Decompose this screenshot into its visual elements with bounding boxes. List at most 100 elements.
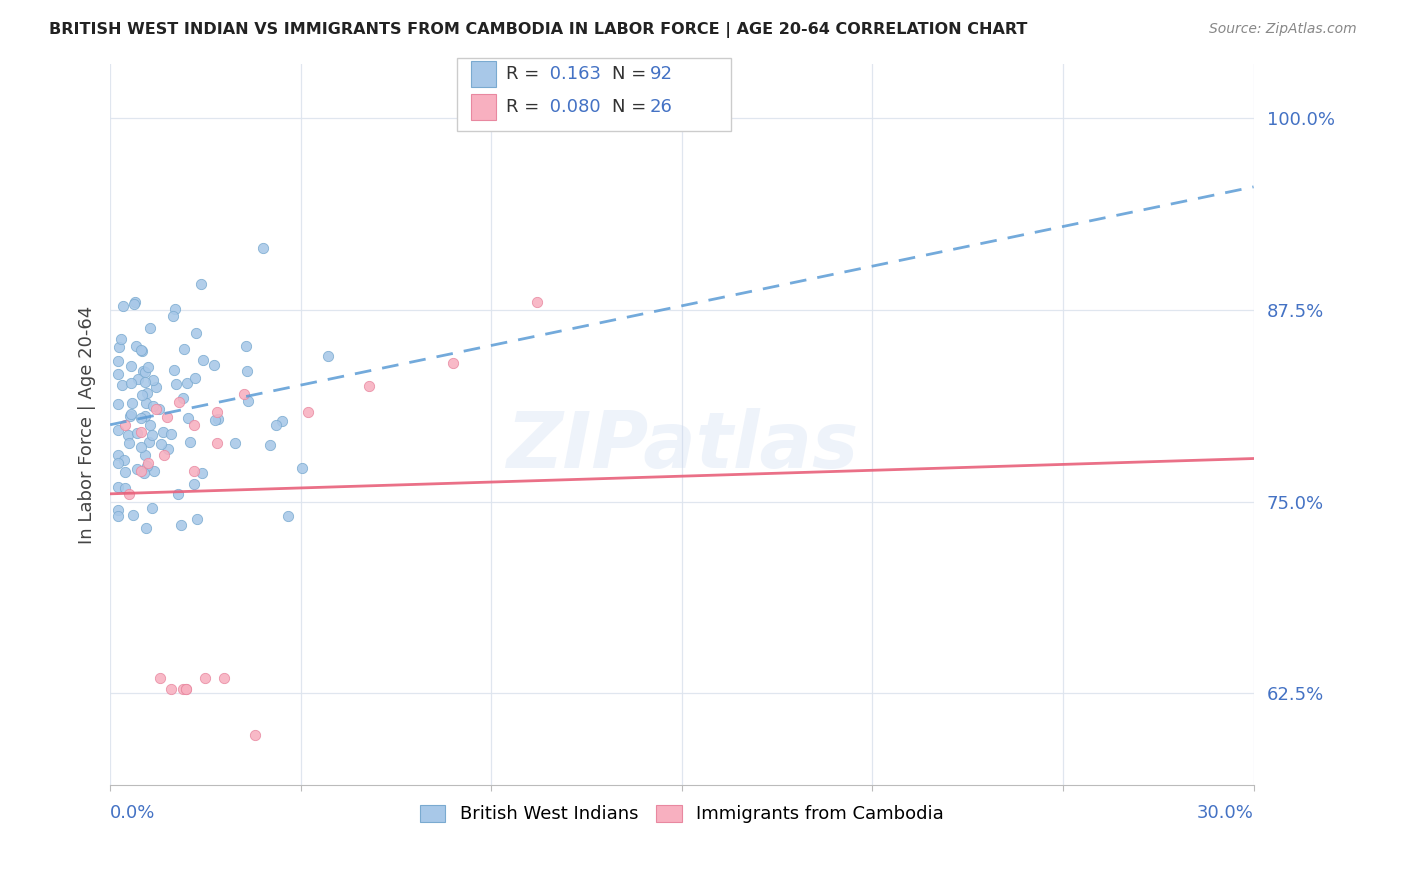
Point — [205, 405, 228, 419]
Point — [156, 442, 179, 456]
Point — [152, 425, 174, 439]
Point — [107, 397, 129, 411]
Point — [141, 373, 163, 387]
Point — [214, 671, 236, 685]
Point — [183, 477, 205, 491]
Y-axis label: In Labor Force | Age 20-64: In Labor Force | Age 20-64 — [79, 306, 96, 544]
Point — [160, 426, 183, 441]
Point — [129, 343, 152, 358]
Point — [110, 332, 132, 346]
Point — [121, 508, 143, 523]
Point — [107, 509, 129, 524]
Point — [138, 434, 160, 449]
Point — [136, 360, 159, 375]
Point — [163, 363, 186, 377]
Text: 92: 92 — [650, 65, 672, 83]
Point — [134, 448, 156, 462]
Point — [107, 367, 129, 381]
Point — [107, 423, 129, 437]
Text: 30.0%: 30.0% — [1197, 804, 1254, 822]
Point — [190, 277, 212, 291]
Point — [124, 294, 146, 309]
Point — [243, 728, 266, 742]
Point — [152, 449, 174, 463]
Point — [270, 414, 292, 428]
Point — [139, 321, 162, 335]
Point — [107, 456, 129, 470]
Point — [191, 466, 214, 480]
Point — [125, 425, 148, 440]
Point — [134, 365, 156, 379]
Point — [170, 518, 193, 533]
Point — [252, 241, 274, 255]
Point — [194, 671, 217, 685]
Text: R =: R = — [506, 98, 546, 116]
Point — [145, 380, 167, 394]
Text: 0.0%: 0.0% — [110, 804, 156, 822]
Point — [120, 359, 142, 374]
Point — [232, 387, 254, 401]
Point — [235, 339, 257, 353]
Point — [107, 448, 129, 462]
Point — [259, 438, 281, 452]
Point — [139, 417, 162, 432]
Point — [121, 396, 143, 410]
Point — [122, 297, 145, 311]
Point — [120, 376, 142, 390]
Point — [184, 371, 207, 385]
Text: BRITISH WEST INDIAN VS IMMIGRANTS FROM CAMBODIA IN LABOR FORCE | AGE 20-64 CORRE: BRITISH WEST INDIAN VS IMMIGRANTS FROM C… — [49, 22, 1028, 38]
Point — [136, 386, 159, 401]
Point — [129, 440, 152, 454]
Point — [114, 465, 136, 479]
Point — [186, 512, 208, 526]
Point — [162, 310, 184, 324]
Point — [117, 436, 139, 450]
Point — [149, 671, 172, 685]
Point — [526, 295, 548, 310]
Point — [204, 412, 226, 426]
Point — [107, 503, 129, 517]
Point — [277, 508, 299, 523]
Point — [129, 411, 152, 425]
Point — [318, 350, 340, 364]
Point — [129, 464, 152, 478]
Text: N =: N = — [612, 65, 651, 83]
Point — [107, 480, 129, 494]
Point — [118, 487, 141, 501]
Point — [125, 461, 148, 475]
Point — [112, 452, 135, 467]
Point — [291, 460, 314, 475]
Point — [236, 394, 259, 409]
Point — [143, 464, 166, 478]
Point — [176, 376, 198, 390]
Point — [134, 375, 156, 389]
Point — [150, 437, 173, 451]
Point — [148, 402, 170, 417]
Point — [135, 458, 157, 473]
Point — [160, 681, 183, 696]
Point — [176, 681, 198, 696]
Point — [186, 326, 208, 340]
Point — [114, 481, 136, 495]
Point — [441, 356, 464, 370]
Point — [135, 395, 157, 409]
Point — [110, 378, 132, 392]
Point — [176, 411, 198, 425]
Point — [127, 371, 149, 385]
Point — [183, 417, 205, 432]
Point — [172, 392, 194, 406]
Point — [107, 340, 129, 354]
Point — [114, 417, 136, 432]
Point — [156, 410, 179, 425]
Text: ZIPatlas: ZIPatlas — [506, 409, 858, 484]
Legend: British West Indians, Immigrants from Cambodia: British West Indians, Immigrants from Ca… — [413, 797, 950, 830]
Point — [134, 409, 156, 424]
Point — [129, 425, 152, 440]
Point — [118, 409, 141, 423]
Point — [125, 339, 148, 353]
Point — [297, 405, 319, 419]
Point — [136, 456, 159, 470]
Point — [207, 411, 229, 425]
Point — [165, 376, 187, 391]
Text: R =: R = — [506, 65, 546, 83]
